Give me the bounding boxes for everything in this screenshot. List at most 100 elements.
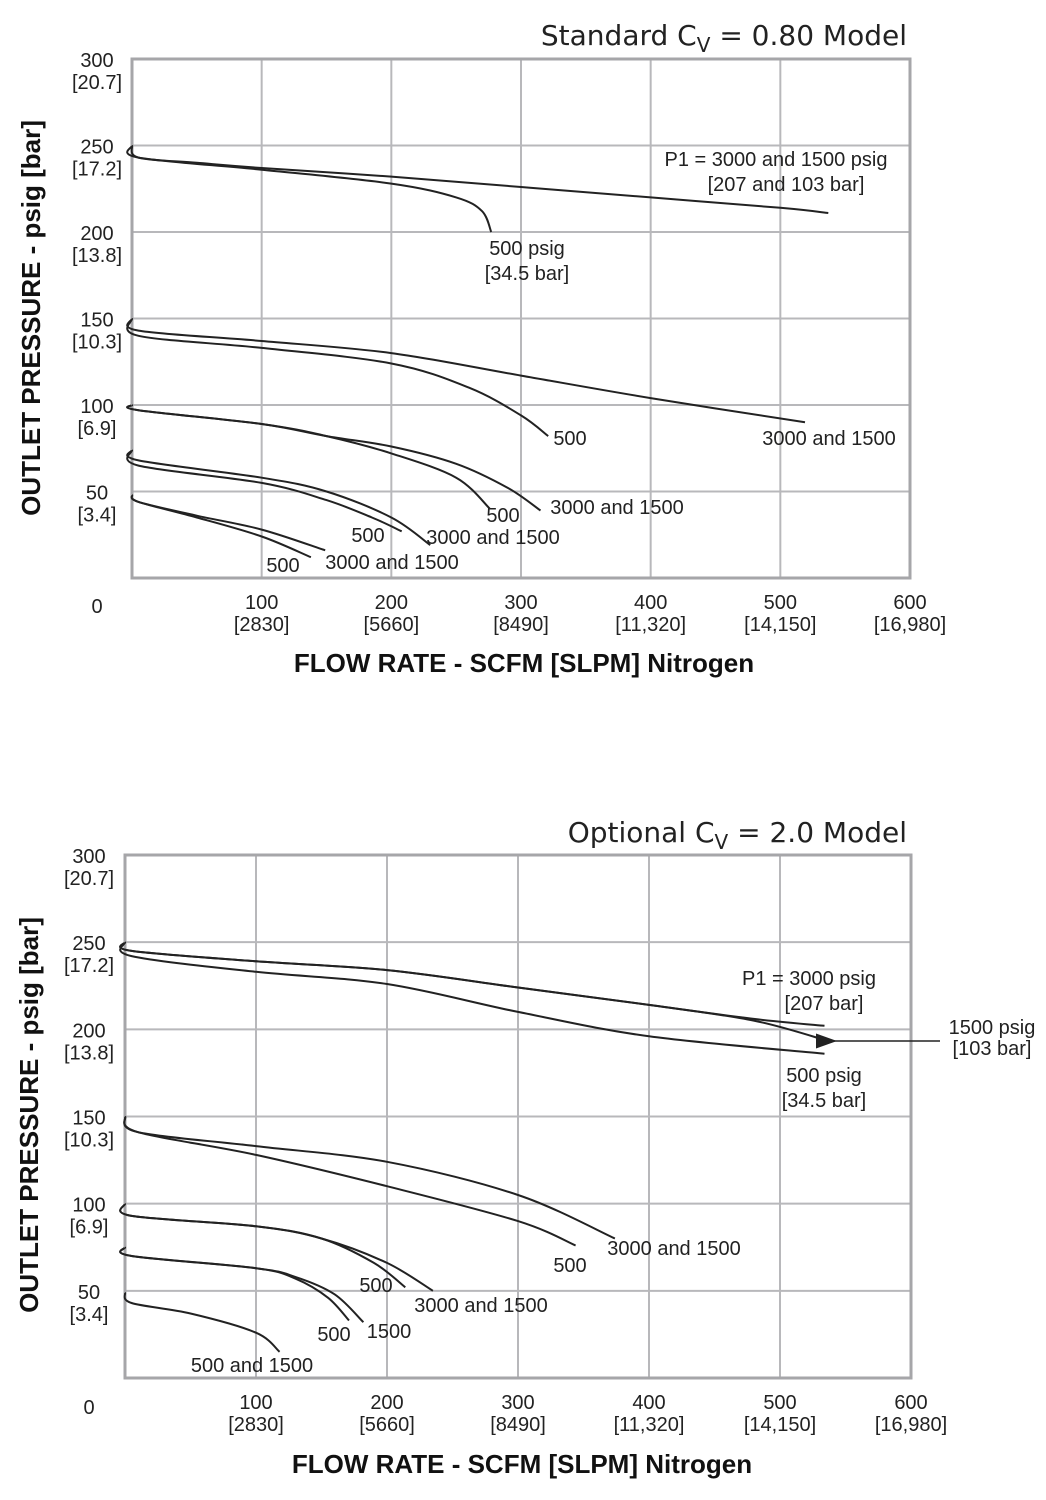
y-tick-label: 200 <box>72 1020 105 1042</box>
y-tick-label-bar: [3.4] <box>78 505 117 527</box>
x-tick-label: 600 <box>894 1392 927 1414</box>
title-text: Standard C <box>541 19 697 52</box>
x-tick-label-slpm: [14,150] <box>744 614 816 636</box>
curve-annotation: 1500 <box>367 1321 412 1343</box>
series-line <box>130 494 312 559</box>
curve-annotation: [207 bar] <box>785 993 864 1015</box>
x-tick-label: 200 <box>370 1392 403 1414</box>
curve-annotation: 500 <box>351 525 384 547</box>
y-tick-label: 300 <box>72 846 105 868</box>
series-line <box>119 941 825 1055</box>
origin-tick-label: 0 <box>91 596 102 618</box>
y-tick-label-bar: [6.9] <box>70 1217 109 1239</box>
x-tick-label: 500 <box>764 592 797 614</box>
y-tick-label-bar: [13.8] <box>72 245 122 267</box>
series-line <box>126 317 806 424</box>
curve-annotation: 500 psig <box>786 1065 862 1087</box>
title-subscript: V <box>697 33 711 57</box>
curve-annotation: 3000 and 1500 <box>550 497 683 519</box>
x-tick-label-slpm: [11,320] <box>615 614 686 636</box>
series-line <box>119 941 825 1027</box>
y-tick-label-bar: [20.7] <box>72 72 122 94</box>
series-line <box>130 494 326 552</box>
x-tick-label: 400 <box>632 1392 665 1414</box>
title-text-rest: = 2.0 Model <box>728 816 907 849</box>
title-text: Optional C <box>568 816 715 849</box>
curve-annotation: 3000 and 1500 <box>414 1295 547 1317</box>
curve-annotation: P1 = 3000 psig <box>742 968 876 990</box>
series-line <box>119 1202 406 1289</box>
x-tick-label: 100 <box>239 1392 272 1414</box>
x-axis-title: FLOW RATE - SCFM [SLPM] Nitrogen <box>294 648 754 678</box>
series-line <box>126 449 403 533</box>
x-tick-label: 300 <box>504 592 537 614</box>
curve-annotation: 3000 and 1500 <box>762 428 895 450</box>
chart-2: Optional CV = 2.0 Model50[3.4]100[6.9]15… <box>14 816 1035 1479</box>
x-tick-label-slpm: [14,150] <box>744 1414 816 1436</box>
y-axis-title: OUTLET PRESSURE - psig [bar] <box>14 917 44 1313</box>
x-tick-label-slpm: [16,980] <box>874 614 946 636</box>
x-tick-label: 500 <box>763 1392 796 1414</box>
chart-title: Optional CV = 2.0 Model <box>568 816 907 854</box>
curve-annotation: 3000 and 1500 <box>325 552 458 574</box>
y-tick-label-bar: [3.4] <box>70 1304 109 1326</box>
x-tick-label-slpm: [8490] <box>490 1414 546 1436</box>
title-text-rest: = 0.80 Model <box>710 19 907 52</box>
chart-title: Standard CV = 0.80 Model <box>541 19 907 57</box>
x-tick-label-slpm: [2830] <box>228 1414 284 1436</box>
y-tick-label: 250 <box>72 933 105 955</box>
chart-1: Standard CV = 0.80 Model50[3.4]100[6.9]1… <box>16 19 946 678</box>
curve-annotation: 500 psig <box>489 238 565 260</box>
y-tick-label: 50 <box>78 1282 100 1304</box>
x-tick-label: 200 <box>375 592 408 614</box>
curve-annotation: [207 and 103 bar] <box>708 174 865 196</box>
x-tick-label: 300 <box>501 1392 534 1414</box>
series-line <box>123 1115 616 1240</box>
series-line <box>126 448 431 546</box>
series-line <box>126 404 491 510</box>
y-tick-label: 250 <box>80 137 113 159</box>
x-tick-label: 600 <box>893 592 926 614</box>
y-tick-label-bar: [13.8] <box>64 1042 114 1064</box>
y-tick-label-bar: [17.2] <box>64 955 114 977</box>
y-tick-label: 150 <box>72 1108 105 1130</box>
curve-annotation: 500 and 1500 <box>191 1355 313 1377</box>
series-line <box>119 941 831 1043</box>
y-tick-label: 200 <box>80 223 113 245</box>
title-subscript: V <box>715 830 729 854</box>
x-tick-label-slpm: [2830] <box>234 614 290 636</box>
series-line <box>123 1292 281 1353</box>
x-tick-label-slpm: [8490] <box>493 614 549 636</box>
curve-annotation: 500 <box>553 428 586 450</box>
curve-annotation: 3000 and 1500 <box>607 1238 740 1260</box>
x-tick-label-slpm: [5660] <box>364 614 420 636</box>
x-axis-title: FLOW RATE - SCFM [SLPM] Nitrogen <box>292 1449 752 1479</box>
series-line <box>126 144 493 233</box>
y-tick-label: 300 <box>80 50 113 72</box>
y-tick-label: 100 <box>80 396 113 418</box>
x-tick-label: 400 <box>634 592 667 614</box>
y-tick-label-bar: [10.3] <box>64 1130 114 1152</box>
y-tick-label: 50 <box>86 483 108 505</box>
curve-annotation: 500 <box>266 555 299 577</box>
y-tick-label-bar: [17.2] <box>72 159 122 181</box>
y-tick-label: 150 <box>80 310 113 332</box>
y-tick-label-bar: [20.7] <box>64 868 114 890</box>
curve-annotation: [34.5 bar] <box>782 1090 867 1112</box>
y-axis-title: OUTLET PRESSURE - psig [bar] <box>16 120 46 516</box>
curve-annotation: 500 <box>486 505 519 527</box>
series-line <box>126 318 549 437</box>
curve-annotation: 3000 and 1500 <box>426 527 559 549</box>
x-tick-label-slpm: [16,980] <box>875 1414 947 1436</box>
x-tick-label: 100 <box>245 592 278 614</box>
x-tick-label-slpm: [11,320] <box>614 1414 685 1436</box>
y-tick-label-bar: [6.9] <box>78 418 117 440</box>
y-tick-label: 100 <box>72 1195 105 1217</box>
curve-annotation: 500 <box>553 1255 586 1277</box>
curve-annotation: P1 = 3000 and 1500 psig <box>665 149 888 171</box>
curve-annotation: 500 <box>317 1324 350 1346</box>
curve-annotation: [34.5 bar] <box>485 263 570 285</box>
origin-tick-label: 0 <box>83 1397 94 1419</box>
x-tick-label-slpm: [5660] <box>359 1414 415 1436</box>
